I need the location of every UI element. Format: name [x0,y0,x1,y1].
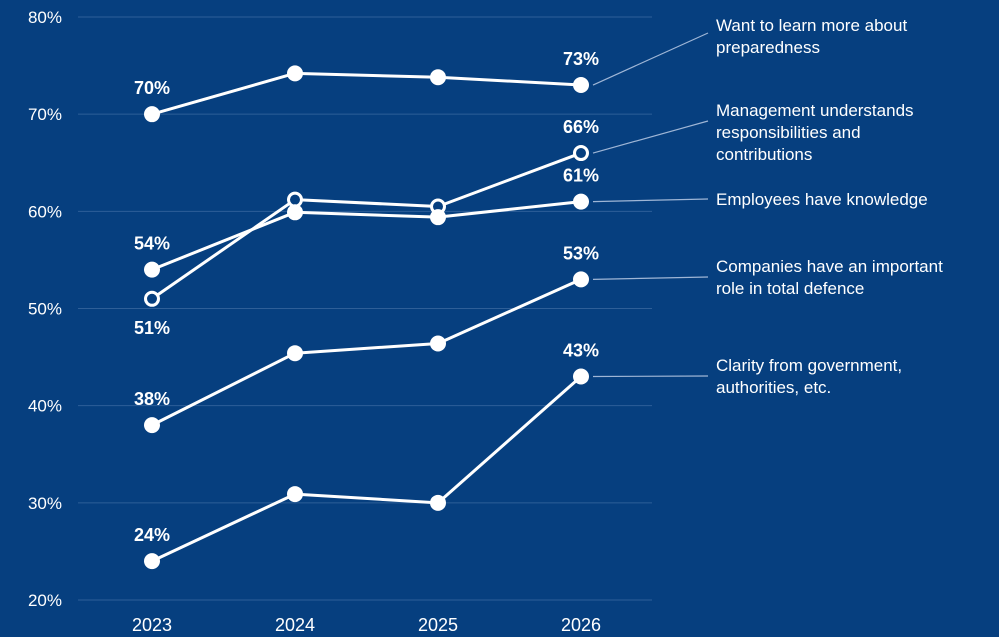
data-label: 73% [563,49,599,69]
data-point [287,486,303,503]
x-axis-ticks: 2023 2024 2025 2026 [132,615,601,635]
y-tick-label: 80% [28,8,62,27]
legend-leader-line [592,198,709,203]
series-lines [151,71,582,563]
series-line [151,71,582,116]
x-tick-label: 2026 [561,615,601,635]
series-line [151,200,582,272]
data-point [430,69,446,86]
series-markers [144,65,589,570]
gridlines [78,16,652,601]
data-label: 51% [134,318,170,338]
legend-label: preparedness [716,38,820,57]
data-label: 24% [134,525,170,545]
legend-label: contributions [716,145,812,164]
legend-label: authorities, etc. [716,378,831,397]
data-point [287,345,303,362]
data-point [144,290,160,307]
data-label: 61% [563,166,599,186]
x-tick-label: 2024 [275,615,315,635]
data-label: 38% [134,389,170,409]
legend-label: Want to learn more about [716,16,907,35]
y-tick-label: 60% [28,202,62,221]
y-axis-ticks: 20% 30% 40% 50% 60% 70% 80% [28,8,62,610]
data-point [573,368,589,385]
data-point [144,553,160,570]
legend-leader-line [592,276,709,280]
series-line [151,277,582,427]
y-tick-label: 50% [28,300,62,319]
x-tick-label: 2023 [132,615,172,635]
legend-leader-line [592,120,709,154]
data-point [144,261,160,278]
data-label: 66% [563,117,599,137]
data-point [573,77,589,94]
data-point [144,106,160,123]
data-point [573,271,589,288]
series-line [151,151,582,301]
legend-label: Management understands [716,101,914,120]
data-label: 54% [134,234,170,254]
data-label: 43% [563,341,599,361]
data-point [430,209,446,226]
y-tick-label: 30% [28,494,62,513]
data-point [287,65,303,82]
legend-label: Companies have an important [716,257,943,276]
legend-leader-lines [592,32,709,378]
data-point [573,145,589,162]
y-tick-label: 40% [28,397,62,416]
legend-label: Clarity from government, [716,356,902,375]
legend-label: role in total defence [716,279,864,298]
data-point [430,335,446,352]
x-tick-label: 2025 [418,615,458,635]
legend-label: Employees have knowledge [716,190,928,209]
data-point [573,193,589,210]
data-labels: 70% 73% 51% 66% 54% 61% 38% 53% 24% 43% [134,49,599,545]
data-point [144,417,160,434]
legend-label: responsibilities and [716,123,861,142]
data-label: 53% [563,243,599,263]
y-tick-label: 20% [28,591,62,610]
data-point [287,204,303,221]
legend-leader-line [592,375,709,378]
data-label: 70% [134,78,170,98]
series-line [151,375,582,563]
legend-leader-line [592,32,709,86]
data-point [287,191,303,208]
data-point [430,494,446,511]
y-tick-label: 70% [28,105,62,124]
legend: Want to learn more about preparedness Mana… [716,16,943,397]
